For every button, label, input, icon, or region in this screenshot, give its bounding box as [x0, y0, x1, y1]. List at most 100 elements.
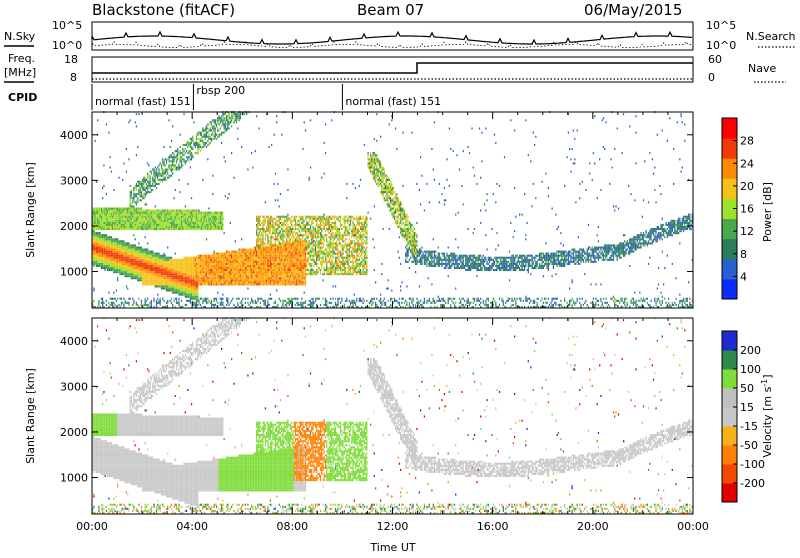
power-cell — [275, 255, 276, 257]
power-cell — [121, 263, 122, 265]
power-cell — [257, 261, 258, 263]
power-cell — [118, 267, 119, 269]
power-cell — [242, 249, 243, 251]
power-cell — [187, 142, 188, 144]
power-cell — [162, 255, 163, 257]
power-cell — [115, 238, 116, 240]
power-cell — [137, 261, 138, 263]
power-cell — [251, 275, 252, 277]
power-cell — [147, 283, 148, 285]
power-cell — [152, 210, 153, 212]
power-cell — [176, 281, 177, 283]
power-cell — [147, 273, 148, 275]
power-cell — [282, 261, 283, 263]
power-cell — [252, 281, 253, 283]
power-cell — [205, 136, 206, 138]
power-cell — [249, 263, 250, 265]
power-cell — [132, 218, 133, 220]
power-cell — [163, 261, 164, 263]
power-cell — [106, 265, 107, 267]
power-cell — [103, 214, 104, 216]
power-cell — [200, 263, 201, 265]
power-cell — [150, 216, 151, 218]
power-cell — [156, 255, 157, 257]
power-cell — [142, 183, 143, 185]
power-cell — [153, 279, 154, 281]
power-cell — [226, 269, 227, 271]
power-cell — [148, 224, 149, 226]
power-cell — [165, 275, 166, 277]
power-cell — [151, 304, 152, 306]
power-cell — [171, 226, 172, 228]
power-cell — [133, 302, 134, 304]
power-cell — [165, 269, 166, 271]
power-cell — [254, 273, 255, 275]
power-cell — [112, 210, 113, 212]
power-cell — [162, 173, 163, 175]
power-cell — [227, 123, 228, 125]
power-cell — [167, 290, 168, 292]
power-cell — [280, 279, 281, 281]
power-cell — [282, 273, 283, 275]
power-cell — [259, 279, 260, 281]
power-cell — [118, 212, 119, 214]
power-cell — [227, 251, 228, 253]
power-cell — [270, 226, 271, 228]
power-cell — [196, 300, 197, 302]
power-cell — [221, 253, 222, 255]
power-cell — [143, 269, 144, 271]
power-cell — [181, 162, 182, 164]
power-cell — [151, 259, 152, 261]
power-cell — [146, 203, 147, 205]
power-cell — [280, 226, 281, 228]
power-cell — [120, 273, 121, 275]
power-cell — [225, 257, 226, 259]
power-cell — [153, 277, 154, 279]
power-cell — [185, 152, 186, 154]
power-cell — [255, 251, 256, 253]
power-cell — [211, 304, 212, 306]
power-cell — [211, 281, 212, 283]
power-cell — [130, 203, 131, 205]
power-cell — [162, 267, 163, 269]
power-cell — [217, 261, 218, 263]
power-cell — [247, 269, 248, 271]
power-cell — [221, 218, 222, 220]
power-cell — [100, 218, 101, 220]
power-cell — [152, 181, 153, 183]
power-cell — [221, 267, 222, 269]
power-cell — [145, 218, 146, 220]
power-cell — [252, 279, 253, 281]
power-cell — [236, 279, 237, 281]
power-cell — [187, 296, 188, 298]
power-cell — [247, 298, 248, 300]
power-cell — [188, 281, 189, 283]
power-cell — [277, 183, 278, 185]
power-cell — [143, 183, 144, 185]
power-cell — [97, 249, 98, 251]
power-cell — [175, 210, 176, 212]
power-cell — [191, 224, 192, 226]
power-cell — [234, 121, 235, 123]
power-cell — [156, 187, 157, 189]
power-cell — [170, 154, 171, 156]
power-cell — [271, 263, 272, 265]
power-cell — [270, 238, 271, 240]
power-cell — [135, 277, 136, 279]
power-cell — [180, 218, 181, 220]
power-cell — [210, 279, 211, 281]
power-cell — [244, 113, 245, 115]
power-cell — [96, 214, 97, 216]
power-cell — [143, 267, 144, 269]
power-cell — [219, 263, 220, 265]
power-cell — [183, 160, 184, 162]
power-cell — [280, 247, 281, 249]
power-cell — [163, 265, 164, 267]
power-cell — [138, 255, 139, 257]
power-cell — [112, 257, 113, 259]
power-cell — [254, 253, 255, 255]
power-cell — [206, 228, 207, 230]
power-cell — [108, 249, 109, 251]
power-cell — [250, 281, 251, 283]
power-cell — [152, 267, 153, 269]
